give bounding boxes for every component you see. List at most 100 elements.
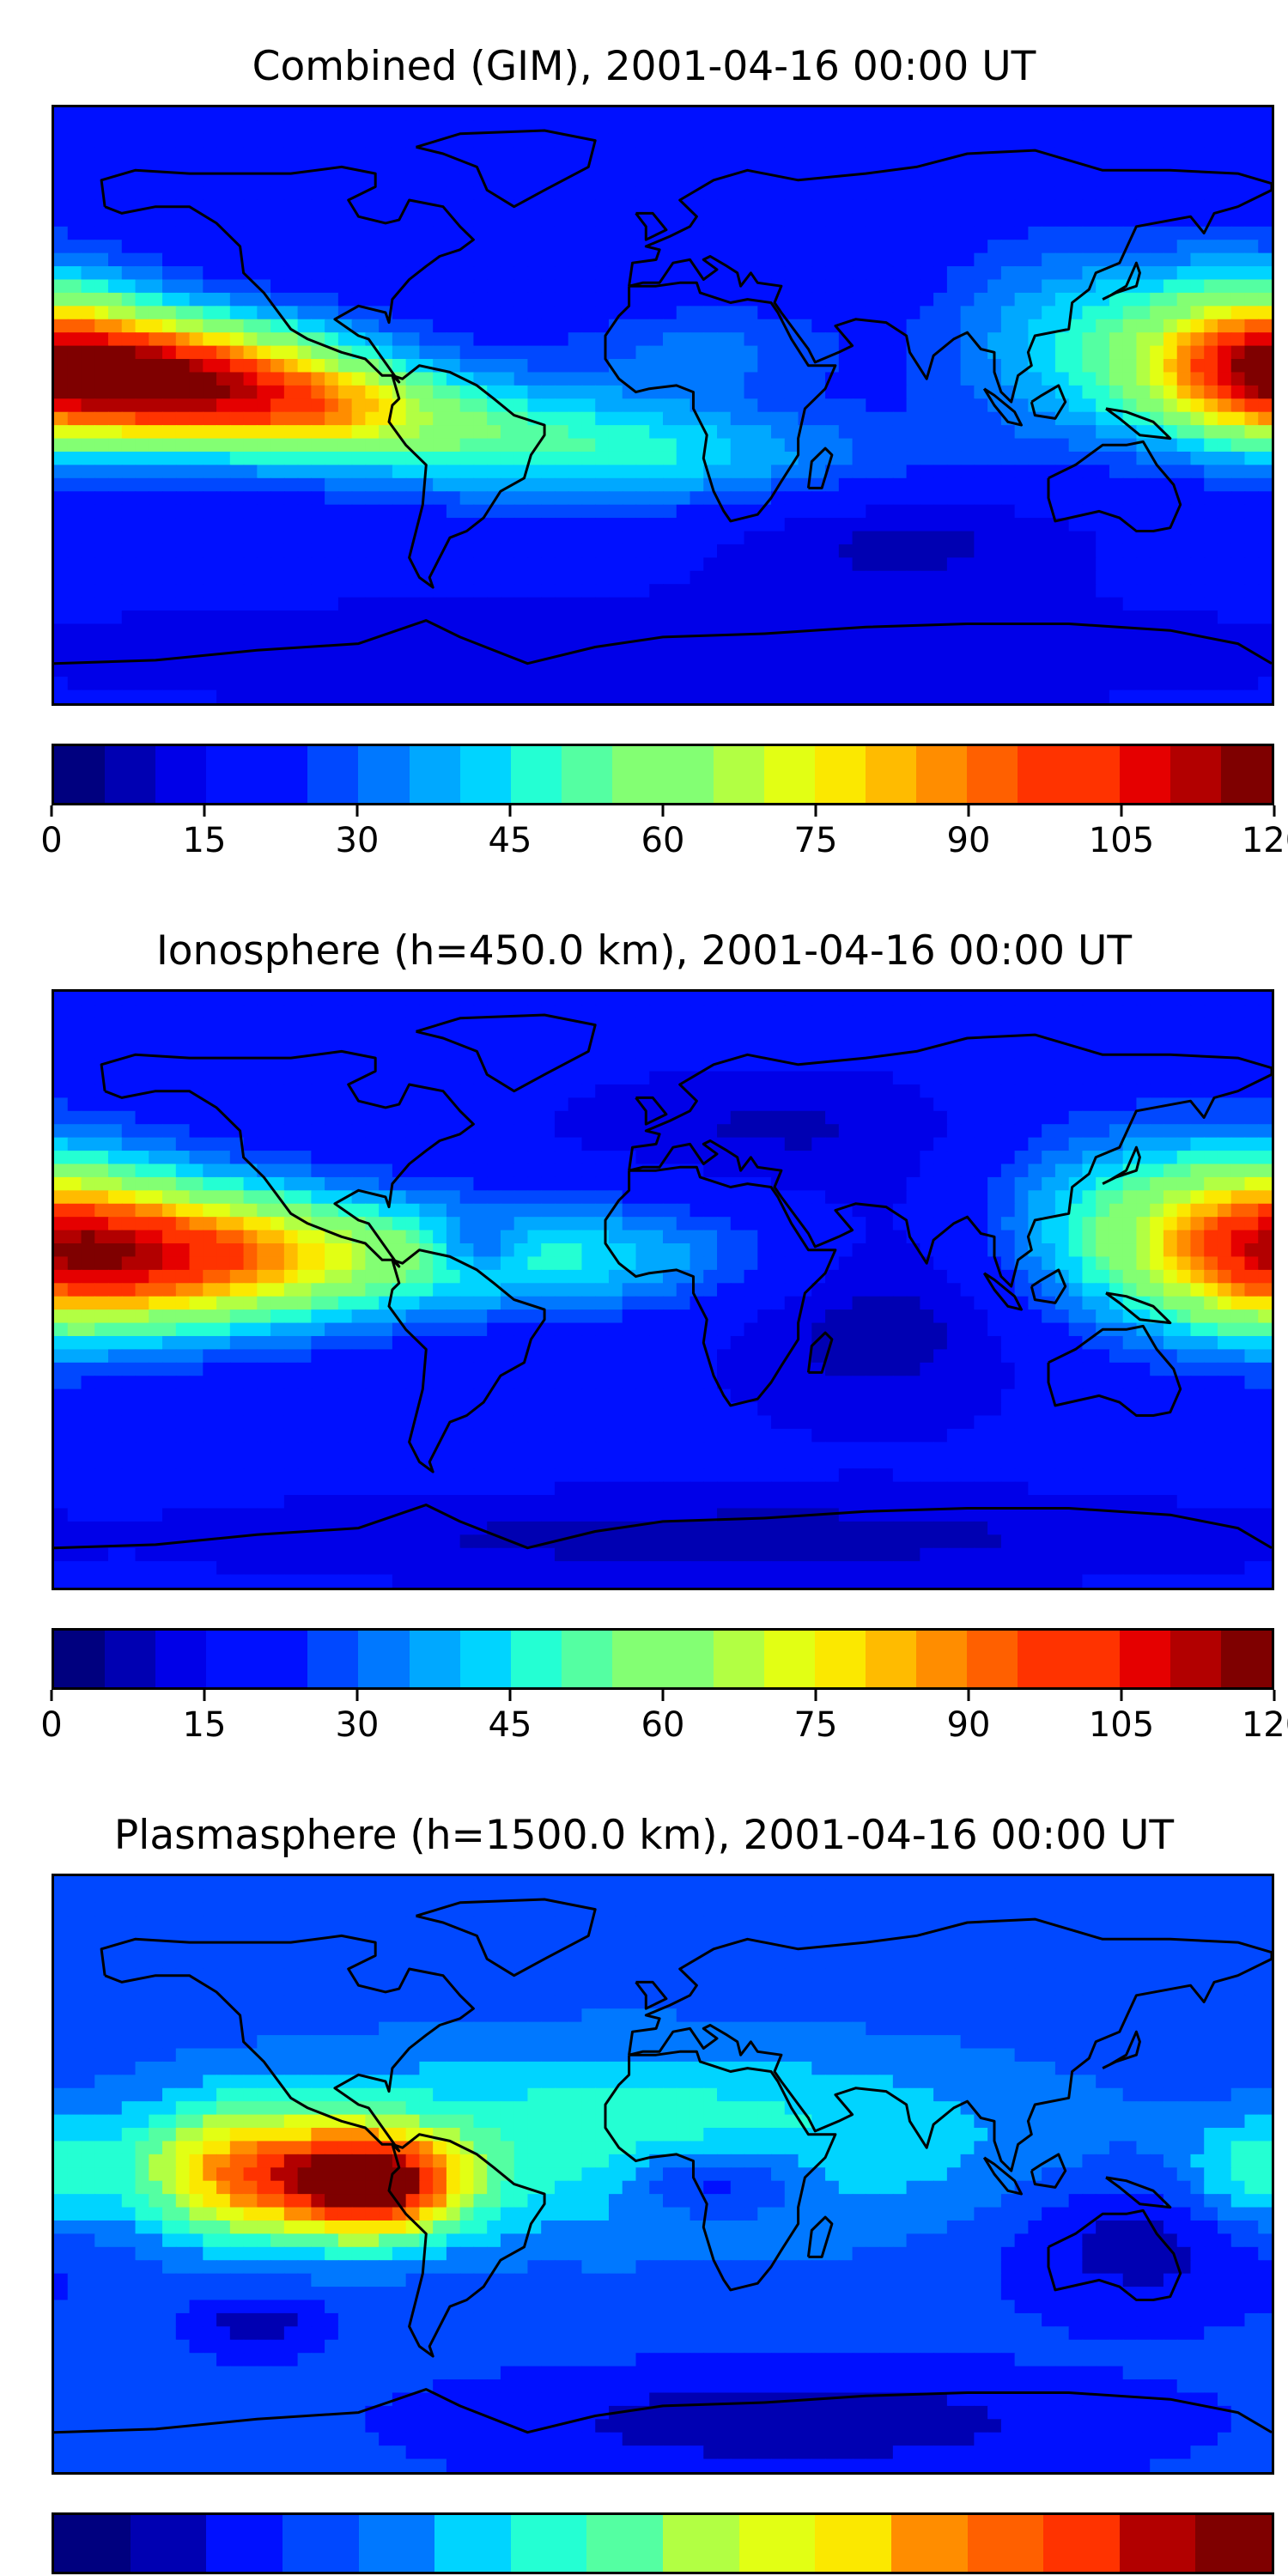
- tec-cell: [1042, 992, 1056, 1006]
- tec-cell: [297, 372, 313, 386]
- tec-cell: [1068, 690, 1084, 703]
- tec-cell: [379, 1084, 393, 1099]
- tec-cell: [946, 133, 962, 149]
- tec-cell: [568, 531, 583, 545]
- tec-cell: [527, 1018, 542, 1033]
- tec-cell: [257, 438, 271, 453]
- tec-cell: [392, 677, 407, 691]
- tec-cell: [568, 226, 583, 241]
- tec-cell: [852, 226, 867, 241]
- tec-cell: [933, 319, 948, 333]
- tec-cell: [243, 544, 258, 559]
- tec-cell: [1230, 465, 1246, 479]
- tec-cell: [1054, 266, 1070, 281]
- tec-cell: [1028, 133, 1042, 149]
- tec-cell: [162, 677, 177, 691]
- tec-cell: [946, 1044, 962, 1059]
- tec-cell: [771, 491, 786, 506]
- tec-cell: [1082, 597, 1097, 611]
- tec-cell: [270, 531, 285, 545]
- tec-cell: [1204, 663, 1218, 677]
- tec-cell: [595, 663, 610, 677]
- tec-cell: [229, 133, 245, 149]
- tec-cell: [987, 1110, 1002, 1126]
- tec-cell: [351, 372, 367, 386]
- tec-cell: [257, 570, 271, 585]
- tec-cell: [135, 597, 150, 611]
- tec-cell: [433, 584, 447, 598]
- tec-cell: [54, 1097, 69, 1112]
- tec-cell: [987, 213, 1002, 228]
- tec-cell: [405, 107, 421, 122]
- tec-cell: [1109, 240, 1124, 254]
- tec-cell: [121, 690, 137, 703]
- tec-cell: [54, 438, 69, 453]
- tec-cell: [81, 1084, 96, 1099]
- tec-cell: [1082, 544, 1097, 559]
- tec-cell: [392, 319, 407, 333]
- tec-cell: [270, 1018, 285, 1033]
- tec-cell: [920, 226, 934, 241]
- tec-cell: [1000, 1097, 1016, 1112]
- tec-cell: [892, 359, 908, 374]
- tec-cell: [771, 690, 786, 703]
- tec-cell: [419, 1005, 434, 1019]
- tec-cell: [1109, 359, 1124, 374]
- tec-cell: [459, 306, 475, 320]
- tec-cell: [690, 1044, 705, 1059]
- tec-cell: [1176, 359, 1192, 374]
- tec-cell: [1122, 1005, 1138, 1019]
- tec-cell: [311, 623, 325, 638]
- tec-cell: [1217, 690, 1232, 703]
- tec-cell: [257, 107, 271, 122]
- tec-cell: [1109, 186, 1124, 201]
- tec-cell: [622, 240, 637, 254]
- tec-cell: [1217, 491, 1232, 506]
- tec-cell: [852, 1031, 867, 1046]
- tec-cell: [1190, 133, 1206, 149]
- tec-cell: [189, 465, 204, 479]
- tec-cell: [1054, 1084, 1070, 1099]
- tec-cell: [622, 477, 637, 493]
- tec-cell: [866, 107, 880, 122]
- tec-cell: [1000, 1031, 1016, 1046]
- tec-cell: [216, 611, 231, 625]
- tec-cell: [838, 160, 854, 174]
- tec-cell: [135, 173, 150, 188]
- tec-cell: [379, 663, 393, 677]
- tec-cell: [1042, 690, 1056, 703]
- tec-cell: [473, 385, 488, 400]
- tec-cell: [379, 147, 393, 161]
- tec-cell: [784, 438, 799, 453]
- tec-cell: [1122, 557, 1138, 572]
- tec-cell: [1042, 1044, 1056, 1059]
- tec-cell: [933, 160, 948, 174]
- tec-cell: [866, 1031, 880, 1046]
- tec-cell: [771, 1044, 786, 1059]
- tec-cell: [1000, 465, 1016, 479]
- tec-cell: [1176, 332, 1192, 347]
- tec-cell: [852, 650, 867, 665]
- tec-cell: [757, 226, 772, 241]
- tec-cell: [216, 279, 231, 294]
- tec-cell: [717, 1110, 732, 1126]
- tec-cell: [1096, 147, 1110, 161]
- tec-cell: [1096, 186, 1110, 201]
- tec-cell: [676, 690, 691, 703]
- tec-cell: [1082, 345, 1097, 360]
- tec-cell: [365, 504, 380, 519]
- tec-cell: [203, 425, 217, 440]
- tec-cell: [257, 385, 271, 400]
- tec-cell: [500, 544, 515, 559]
- tec-cell: [149, 690, 163, 703]
- tec-cell: [1068, 107, 1084, 122]
- tec-cell: [595, 1110, 610, 1126]
- tec-cell: [487, 584, 501, 598]
- tec-cell: [121, 623, 137, 638]
- tec-cell: [730, 465, 745, 479]
- tec-cell: [1122, 1044, 1138, 1059]
- tec-cell: [67, 160, 82, 174]
- tec-cell: [149, 650, 163, 665]
- tec-cell: [608, 465, 623, 479]
- tec-cell: [297, 425, 313, 440]
